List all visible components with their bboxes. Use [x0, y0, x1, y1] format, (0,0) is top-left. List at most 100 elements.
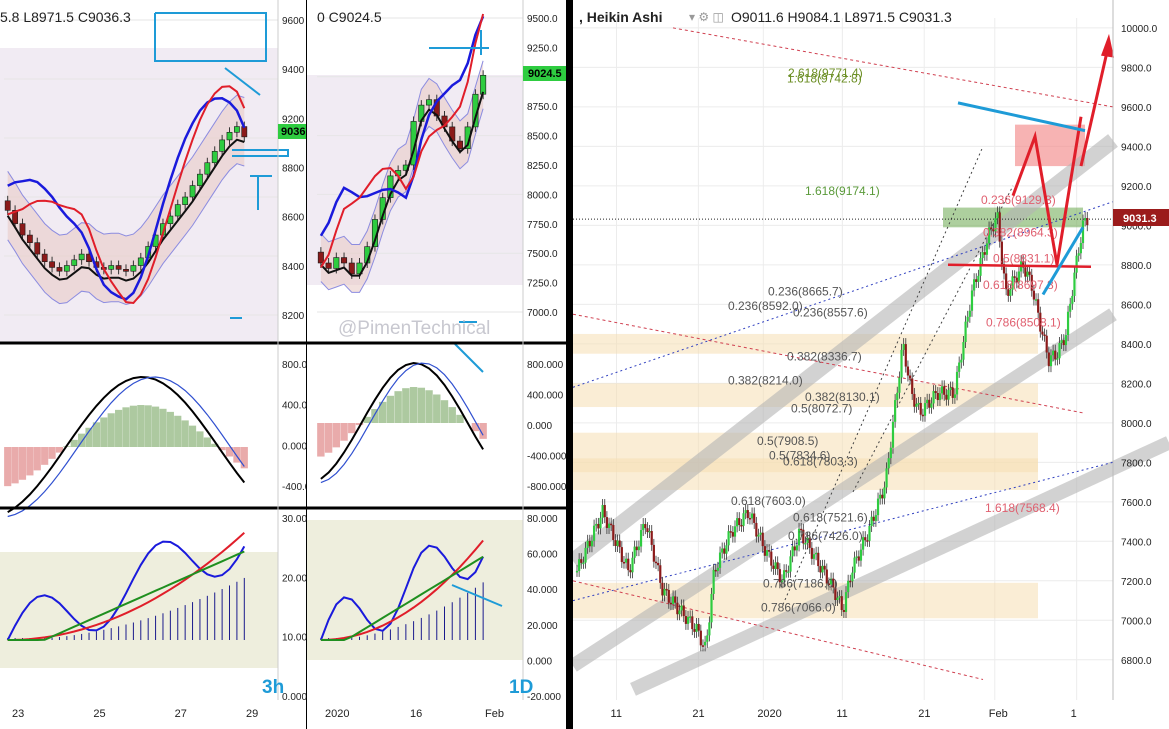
candle: [763, 546, 766, 556]
osc-line-red: [320, 539, 484, 641]
candle: [317, 251, 324, 264]
trend-drawing: [454, 343, 484, 373]
price-axis-label: 9000.0: [1121, 221, 1152, 232]
candle: [936, 392, 939, 401]
time-axis-label: 25: [93, 708, 105, 720]
candle: [868, 525, 871, 541]
candle: [4, 200, 11, 211]
candle: [951, 387, 954, 398]
macd-histogram-bar: [378, 401, 387, 423]
candle: [876, 498, 880, 516]
price-axis-label: 7750.0: [527, 220, 558, 231]
candle: [887, 458, 890, 469]
macd-signal-line: [320, 362, 484, 484]
trend-drawing: [224, 67, 261, 96]
candle: [63, 265, 70, 272]
candle: [26, 234, 33, 243]
candle: [787, 571, 790, 574]
candle: [219, 139, 226, 152]
fib-level-label: 0.5(7908.5): [757, 434, 818, 448]
osc-axis-label: 80.000: [527, 514, 558, 525]
stochastic-line-blue: [319, 15, 485, 237]
price-tag-3h-bg: [278, 124, 306, 139]
price-axis-label: 7500.0: [527, 249, 558, 260]
candle: [426, 99, 433, 106]
price-axis-label: 10000.0: [1121, 24, 1158, 35]
candle: [1049, 355, 1053, 367]
candle: [671, 596, 675, 604]
price-axis-label: 9200: [282, 114, 305, 125]
macd-histogram-bar: [448, 407, 456, 423]
candle: [808, 537, 811, 548]
candle: [697, 623, 700, 631]
main-heikin-ashi-chart[interactable]: 2.618(9771.4)1.618(9742.8) 1.618(9174.1) 0…: [573, 0, 1169, 729]
moving-average-line: [320, 91, 485, 277]
candle: [234, 126, 240, 133]
candle: [872, 516, 875, 521]
candle: [740, 525, 743, 527]
price-axis-label: 8200.0: [1121, 379, 1152, 390]
price-axis-label: 6800.0: [1121, 656, 1152, 667]
macd-histogram-bar: [409, 387, 418, 423]
candle: [736, 518, 739, 527]
candle: [825, 569, 828, 584]
candle: [934, 391, 937, 393]
candle: [108, 265, 115, 270]
candle: [1077, 253, 1080, 256]
price-axis-label: 8400: [282, 262, 305, 273]
macd-histogram-bar: [11, 447, 19, 484]
candle: [1002, 264, 1006, 274]
candle: [968, 310, 971, 317]
settings-icon[interactable]: ▾ ⚙ ◫: [689, 10, 724, 24]
macd-axis-label: -400.000: [527, 452, 566, 463]
timeframe-label-3h: 3h: [262, 677, 284, 698]
chart-3h-panel[interactable]: 9600 9400 9200 8800 8600 8400 8200 800.0 400.0 0.…: [0, 0, 306, 729]
time-axis-label: 27: [175, 708, 187, 720]
candle: [667, 589, 670, 603]
candle: [746, 510, 749, 518]
candle: [456, 140, 463, 149]
fib-level-label: 0.382(8336.7): [787, 349, 862, 363]
candle: [580, 559, 583, 563]
price-axis-label: 7000.0: [527, 308, 558, 319]
candle: [637, 546, 641, 551]
candle: [605, 517, 608, 528]
candle: [693, 629, 696, 632]
candle: [669, 602, 673, 605]
candle: [757, 534, 760, 537]
fib-level-label: 0.236(8592.0): [728, 299, 803, 313]
candle: [823, 565, 826, 570]
candle: [844, 592, 848, 612]
macd-histogram-bar: [100, 417, 108, 447]
price-axis-label: 9600: [282, 16, 305, 27]
candle: [633, 546, 636, 558]
candle: [761, 532, 764, 547]
candle: [953, 394, 957, 398]
candle: [827, 583, 831, 585]
candle: [71, 259, 78, 266]
candle: [938, 393, 942, 401]
osc-line-red: [7, 532, 245, 641]
candle: [874, 515, 878, 521]
candle: [750, 513, 754, 519]
candle: [802, 529, 805, 544]
trend-channel: [573, 308, 1117, 672]
candle: [791, 546, 794, 557]
candle: [325, 262, 332, 269]
candle: [994, 218, 997, 232]
macd-histogram-bar: [18, 447, 27, 480]
fib-level-label: 0.618(7603.0): [731, 494, 806, 508]
price-axis-label: 7000.0: [1121, 616, 1152, 627]
chart-1d-panel[interactable]: 9500.09250.09000.08750.08500.08250.08000…: [307, 0, 566, 729]
candle: [650, 531, 653, 545]
candle: [913, 393, 916, 407]
candle: [806, 537, 809, 544]
candle: [829, 578, 833, 585]
candle: [341, 257, 348, 264]
macd-histogram-bar: [92, 422, 101, 447]
macd-histogram-bar: [181, 420, 189, 447]
trend-drawing: [154, 12, 267, 62]
candle: [955, 371, 959, 395]
candle: [603, 505, 606, 518]
